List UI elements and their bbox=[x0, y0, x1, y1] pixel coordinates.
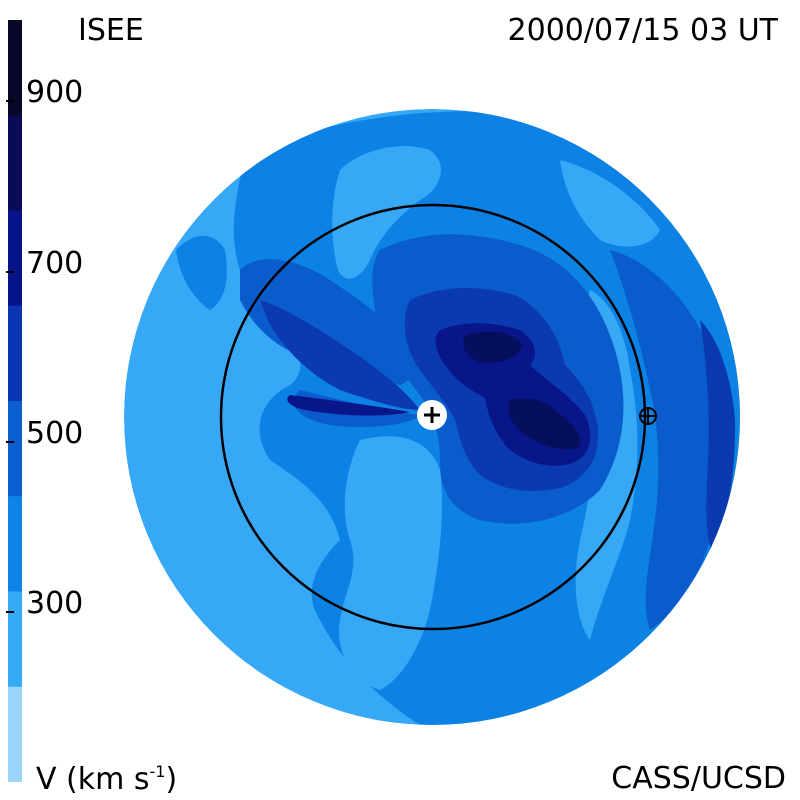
contour-level-3-rim bbox=[610, 250, 722, 630]
contour-level-4-tail bbox=[260, 300, 420, 410]
colorbar-band-1 bbox=[8, 115, 22, 211]
colorbar-tick-700: 700 bbox=[26, 246, 84, 281]
contour-level-1-east bbox=[560, 160, 660, 247]
credit-label: CASS/UCSD bbox=[611, 761, 786, 796]
colorbar-band-5 bbox=[8, 496, 22, 592]
sun-marker bbox=[417, 400, 447, 430]
colorbar-band-6 bbox=[8, 591, 22, 688]
contour-level-6-a bbox=[463, 331, 522, 363]
contour-level-5-tail bbox=[287, 395, 410, 416]
contour-level-3 bbox=[240, 259, 416, 385]
colorbar-tick-900: 900 bbox=[26, 75, 84, 110]
contour-level-1-southwest bbox=[339, 436, 442, 690]
colorbar-band-3 bbox=[8, 305, 22, 402]
colorbar-band-4 bbox=[8, 401, 22, 497]
colorbar-band-0 bbox=[8, 20, 22, 116]
contour-level-2-east bbox=[176, 235, 227, 310]
colorbar-unit-label: V (km s-1) bbox=[36, 762, 178, 797]
velocity-colorbar bbox=[8, 20, 22, 782]
earth-marker bbox=[639, 407, 657, 425]
contour-level-4-rim bbox=[700, 320, 736, 555]
colorbar-band-2 bbox=[8, 210, 22, 307]
colorbar-tick-300: 300 bbox=[26, 586, 84, 621]
colorbar-tick-500: 500 bbox=[26, 416, 84, 451]
source-label: ISEE bbox=[78, 13, 144, 48]
contour-level-1-north bbox=[332, 146, 441, 279]
colorbar-band-7 bbox=[8, 686, 22, 782]
colorbar-tick-marks bbox=[6, 100, 14, 613]
contour-level-6-b bbox=[508, 398, 581, 450]
timestamp-label: 2000/07/15 03 UT bbox=[507, 13, 778, 48]
